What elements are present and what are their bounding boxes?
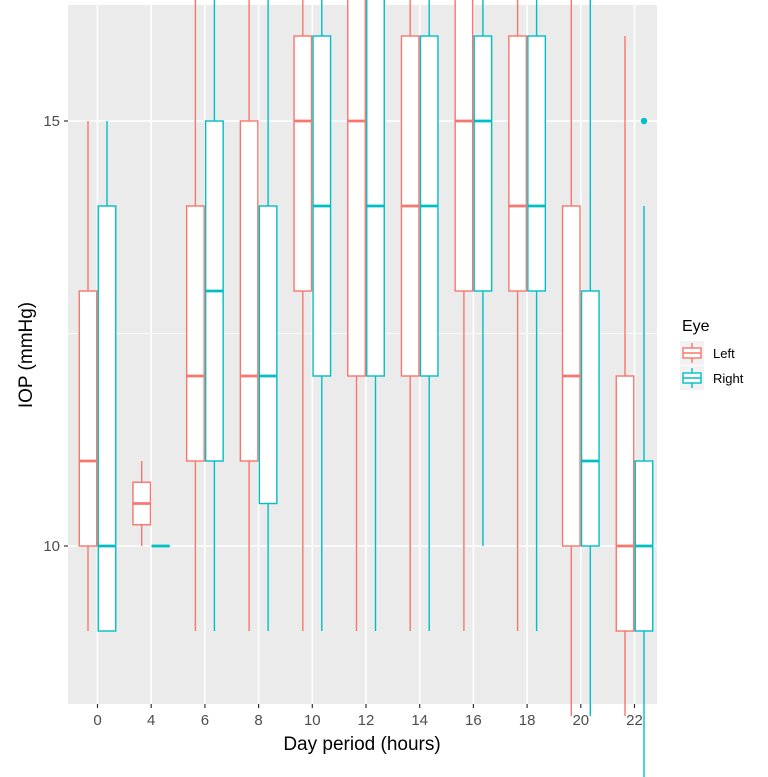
x-tick-label: 6 <box>201 712 209 729</box>
box-right-22 <box>634 117 654 777</box>
x-tick-label: 22 <box>626 712 643 729</box>
box-right-18 <box>527 0 547 631</box>
legend-title: Eye <box>682 318 710 335</box>
legend-label: Left <box>713 346 735 361</box>
legend-key-left: Left <box>680 341 735 365</box>
x-axis: 0 4 6 8 10 12 14 16 18 20 22 <box>93 704 643 729</box>
box-layer <box>78 0 654 777</box>
y-axis-title: IOP (mmHg) <box>16 302 37 408</box>
box-left-8 <box>239 0 259 631</box>
x-tick-label: 20 <box>572 712 589 729</box>
y-tick-label: 10 <box>43 538 60 555</box>
x-tick-label: 0 <box>93 712 101 729</box>
box-right-0 <box>97 121 117 632</box>
outlier-point <box>640 117 648 125</box>
box-left-4 <box>132 461 152 546</box>
x-tick-label: 8 <box>254 712 262 729</box>
box-left-10 <box>293 0 313 631</box>
box-left-22 <box>615 36 635 716</box>
box-body <box>580 290 600 547</box>
box-body <box>527 35 547 292</box>
box-right-16 <box>473 0 493 546</box>
x-tick-label: 18 <box>519 712 536 729</box>
box-left-14 <box>400 0 420 631</box>
box-body <box>258 205 278 505</box>
box-body <box>454 0 474 292</box>
box-right-12 <box>366 0 385 631</box>
x-tick-label: 12 <box>358 712 375 729</box>
box-body <box>615 375 635 632</box>
x-tick-label: 16 <box>465 712 482 729</box>
y-tick-label: 15 <box>43 113 60 130</box>
x-tick-label: 4 <box>147 712 155 729</box>
x-tick-label: 14 <box>411 712 428 729</box>
box-left-0 <box>78 121 98 631</box>
box-right-20 <box>580 0 600 716</box>
legend: Eye Left Right <box>680 318 744 390</box>
box-left-18 <box>508 0 528 631</box>
x-tick-label: 10 <box>304 712 321 729</box>
y-axis: 101520 <box>43 113 68 555</box>
box-left-6 <box>185 0 205 631</box>
box-body <box>347 0 366 377</box>
series-right <box>97 0 654 777</box>
box-body <box>239 120 259 462</box>
box-right-8 <box>258 0 278 631</box>
box-left-16 <box>454 0 474 631</box>
legend-key-right: Right <box>680 366 744 390</box>
series-left <box>78 0 635 716</box>
box-right-10 <box>312 0 332 631</box>
box-left-12 <box>347 0 366 631</box>
box-body <box>508 35 528 292</box>
box-right-14 <box>419 0 439 631</box>
box-body <box>293 35 313 292</box>
legend-label: Right <box>713 371 744 386</box>
box-body <box>97 205 117 632</box>
box-right-6 <box>204 0 224 631</box>
box-body <box>366 0 385 377</box>
x-axis-title: Day period (hours) <box>283 734 440 755</box>
box-left-20 <box>561 0 581 716</box>
box-body <box>185 205 205 462</box>
box-body <box>78 290 98 547</box>
box-body <box>473 35 493 292</box>
